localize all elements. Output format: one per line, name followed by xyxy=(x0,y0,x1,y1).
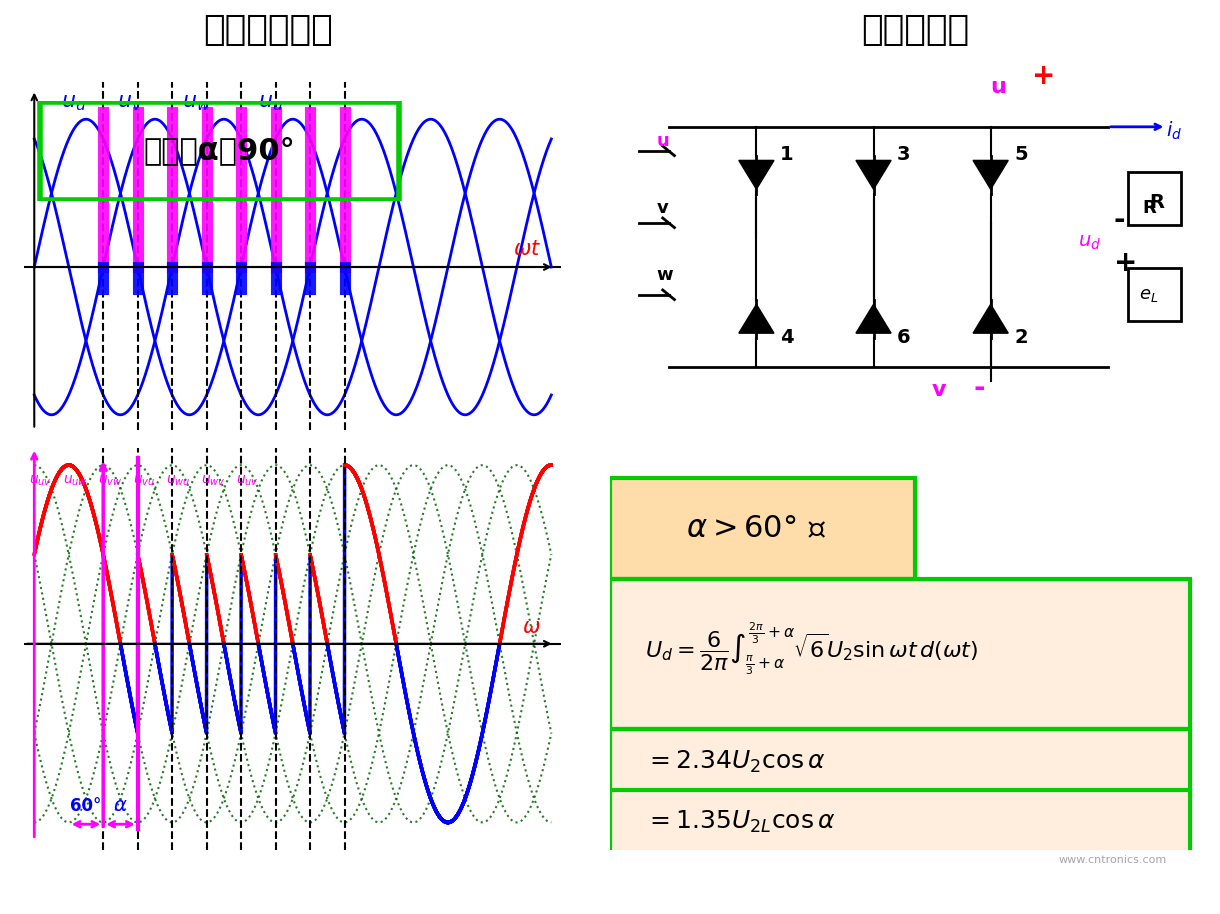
Text: $u_d$: $u_d$ xyxy=(1078,233,1102,252)
Text: $\omega$: $\omega$ xyxy=(522,618,540,637)
Text: -: - xyxy=(974,374,985,401)
FancyBboxPatch shape xyxy=(1128,173,1181,225)
Text: $= 1.35U_{2L}\cos\alpha$: $= 1.35U_{2L}\cos\alpha$ xyxy=(645,809,836,835)
Text: 三相桥式全控: 三相桥式全控 xyxy=(204,13,333,47)
Text: 4: 4 xyxy=(780,328,793,346)
Text: 6: 6 xyxy=(897,328,910,346)
Text: $u_{wu}$: $u_{wu}$ xyxy=(166,474,192,488)
FancyBboxPatch shape xyxy=(610,579,1190,729)
FancyBboxPatch shape xyxy=(610,790,1190,856)
Text: 60°: 60° xyxy=(71,797,101,815)
Text: www.cntronics.com: www.cntronics.com xyxy=(1058,856,1166,865)
Text: 控制角α＝90°: 控制角α＝90° xyxy=(144,136,295,165)
Text: $\alpha$: $\alpha$ xyxy=(113,796,128,815)
Text: $u_w$: $u_w$ xyxy=(183,93,211,113)
Text: w: w xyxy=(656,266,673,284)
Text: 5: 5 xyxy=(1014,145,1027,165)
Text: $i_d$: $i_d$ xyxy=(1166,120,1182,142)
Text: -: - xyxy=(1114,206,1125,234)
Text: $u_{uw}$: $u_{uw}$ xyxy=(63,474,88,488)
Text: +: + xyxy=(1114,249,1137,277)
Text: $u_u$: $u_u$ xyxy=(61,93,85,113)
Text: $\alpha>60°$ 时: $\alpha>60°$ 时 xyxy=(687,514,826,543)
Text: $u_{uv}$: $u_{uv}$ xyxy=(237,474,259,488)
Text: $U_d = \dfrac{6}{2\pi}\int_{\frac{\pi}{3}+\alpha}^{\frac{2\pi}{3}+\alpha}\sqrt{6: $U_d = \dfrac{6}{2\pi}\int_{\frac{\pi}{3… xyxy=(645,621,978,677)
Text: $u_u$: $u_u$ xyxy=(259,93,283,113)
Text: 电感性负载: 电感性负载 xyxy=(861,13,969,47)
Text: $= 2.34U_2\cos\alpha$: $= 2.34U_2\cos\alpha$ xyxy=(645,749,826,775)
FancyBboxPatch shape xyxy=(610,478,915,579)
Text: +: + xyxy=(1032,61,1055,90)
Text: u: u xyxy=(991,77,1006,97)
Text: $u_{uv}$: $u_{uv}$ xyxy=(29,474,52,488)
Text: $u_v$: $u_v$ xyxy=(117,93,142,113)
Text: 3: 3 xyxy=(897,145,910,165)
Text: $\omega t$: $\omega t$ xyxy=(512,239,540,260)
Text: u: u xyxy=(656,132,670,150)
Text: v: v xyxy=(932,379,947,399)
Text: 1: 1 xyxy=(780,145,793,165)
Text: $u_{vu}$: $u_{vu}$ xyxy=(133,474,155,488)
Polygon shape xyxy=(856,161,891,189)
Polygon shape xyxy=(739,304,773,334)
Polygon shape xyxy=(739,161,773,189)
Polygon shape xyxy=(974,161,1008,189)
Text: $e_L$: $e_L$ xyxy=(1139,286,1159,303)
Text: $u_{vw}$: $u_{vw}$ xyxy=(98,474,122,488)
Text: 2: 2 xyxy=(1014,328,1027,346)
Polygon shape xyxy=(856,304,891,334)
Text: $u_{wv}$: $u_{wv}$ xyxy=(201,474,226,488)
Polygon shape xyxy=(974,304,1008,334)
FancyBboxPatch shape xyxy=(610,729,1190,795)
Text: v: v xyxy=(656,199,669,218)
FancyBboxPatch shape xyxy=(1128,269,1181,321)
Text: R: R xyxy=(1149,194,1164,212)
Text: R: R xyxy=(1142,199,1155,218)
